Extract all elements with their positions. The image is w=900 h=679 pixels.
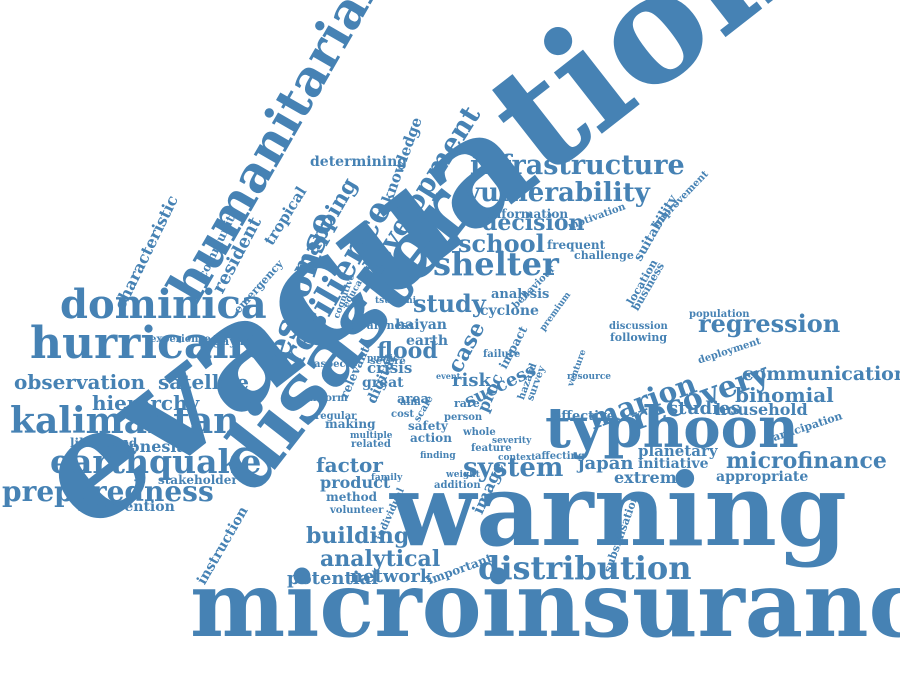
word-product: product [320, 473, 391, 492]
word-resource: resource [567, 372, 612, 382]
word-venture: venture [566, 348, 589, 389]
word-making: making [325, 417, 376, 431]
word-school: school [458, 229, 545, 258]
word-japan: japan [578, 453, 634, 474]
word-stakeholder: stakeholder [158, 473, 238, 487]
word-cyclone: cyclone [480, 303, 539, 319]
word-warning: warning [390, 451, 847, 569]
word-earth: earth [406, 333, 448, 349]
word-observation: observation [14, 370, 146, 394]
word-person: person [444, 412, 483, 423]
word-event: event [436, 371, 461, 381]
word-hurricane: hurricane [30, 318, 273, 369]
word-extreme: extreme [614, 468, 687, 487]
word-multiple: multiple [350, 431, 393, 441]
word-likelihood: likelihood [70, 436, 138, 450]
word-method: method [326, 490, 377, 504]
word-preparedness: preparedness [2, 475, 214, 508]
word-building: building [306, 523, 410, 549]
word-decision: decision [482, 210, 585, 236]
word-satellite: satellite [158, 370, 249, 394]
word-affecting: affecting [535, 451, 585, 462]
word-great: great [362, 375, 404, 391]
word-platform: platform [299, 393, 348, 404]
word-population: population [689, 309, 750, 320]
word-factor: factor [316, 453, 383, 477]
word-crisis: crisis [367, 359, 413, 377]
word-indonesia: indonesia [100, 437, 187, 456]
word-appropriate: appropriate [716, 469, 809, 485]
word-intervention: intervention [78, 499, 175, 515]
word-infrastructure: infrastructure [470, 150, 685, 181]
word-failure: failure [483, 349, 521, 360]
word-awareness: awareness [350, 319, 414, 332]
word-cost: cost [391, 409, 415, 420]
word-family: family [371, 473, 403, 483]
word-feature: feature [471, 443, 512, 454]
word-household: household [715, 400, 808, 419]
word-regression: regression [698, 309, 841, 338]
word-severe: severe [370, 356, 406, 367]
word-planetary: planetary [638, 442, 718, 460]
word-typhoon: typhoon [545, 395, 799, 461]
word-initiative: initiative [638, 456, 709, 472]
word-shelter: shelter [433, 245, 559, 283]
word-information: information [488, 207, 569, 221]
word-determining: determining [310, 154, 408, 170]
word-microinsurance: microinsurance [190, 552, 900, 658]
word-public: public [367, 354, 399, 364]
word-kalimantan: kalimantan [10, 400, 240, 442]
word-experience: experience [150, 334, 211, 345]
word-safety: safety [408, 419, 448, 433]
word-potential: potential [287, 568, 379, 589]
word-weight: weight [446, 470, 480, 480]
word-case: case [442, 317, 491, 378]
word-earthquake: earthquake [50, 442, 262, 481]
word-hierarchy: hierarchy [92, 391, 200, 415]
word-regular: regular [315, 411, 357, 422]
word-volunteer: volunteer [330, 505, 384, 516]
word-network: network [350, 566, 433, 587]
word-area: area [397, 392, 429, 407]
word-distribution: distribution [478, 549, 692, 587]
word-rare: rare [454, 397, 480, 410]
word-related: related [351, 439, 391, 450]
word-tsunami: tsunami [375, 296, 417, 306]
word-analytical: analytical [320, 546, 441, 572]
word-haiyan: haiyan [395, 317, 447, 333]
word-studies: studies [668, 398, 741, 419]
word-analysis: analysis [491, 287, 550, 302]
word-system: system [463, 453, 564, 483]
word-risk: risk [452, 370, 491, 391]
word-whole: whole [463, 427, 496, 438]
word-action: action [410, 431, 452, 445]
word-study: study [413, 289, 486, 318]
word-binomial: binomial [735, 383, 834, 407]
word-addition: addition [434, 480, 481, 491]
word-microfinance: microfinance [726, 448, 887, 474]
word-dominica: dominica [60, 281, 267, 328]
word-effective: effective [553, 409, 615, 424]
word-following: following [610, 331, 668, 344]
word-context: context [498, 453, 536, 463]
word-cagayan: cagayan [198, 334, 253, 348]
word-aspect: aspect [314, 359, 351, 370]
word-communication: communication [742, 363, 900, 385]
word-vulnerability: vulnerability [465, 178, 650, 208]
word-flood: flood [377, 338, 438, 364]
word-finding: finding [420, 451, 456, 461]
word-discussion: discussion [609, 321, 668, 332]
word-severity: severity [492, 436, 532, 446]
word-challenge: challenge [574, 249, 634, 262]
word-frequent: frequent [547, 238, 606, 252]
word-aim: aim [400, 397, 421, 408]
